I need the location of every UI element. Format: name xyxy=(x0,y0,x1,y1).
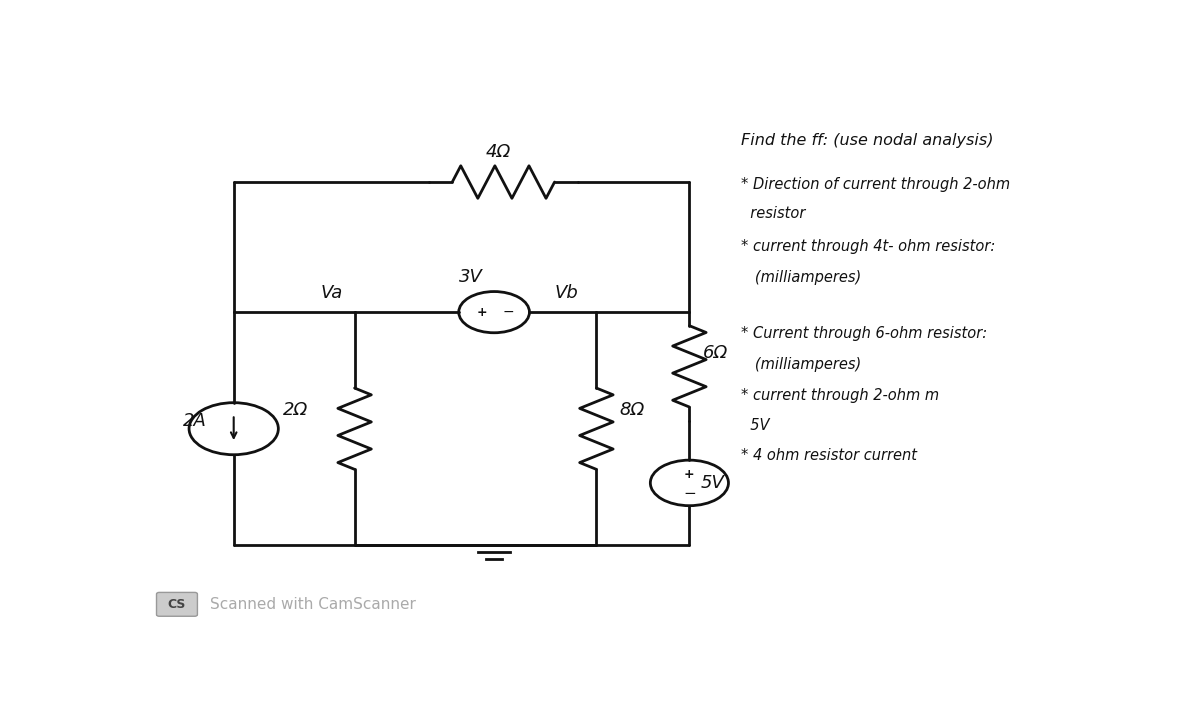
Text: −: − xyxy=(503,305,514,319)
Text: Va: Va xyxy=(320,284,342,302)
Text: 5V: 5V xyxy=(701,474,725,492)
Text: +: + xyxy=(684,467,695,481)
Text: * current through 2-ohm m: * current through 2-ohm m xyxy=(740,388,938,403)
Text: 6Ω: 6Ω xyxy=(703,344,728,362)
Text: Vb: Vb xyxy=(554,284,578,302)
Text: 2Ω: 2Ω xyxy=(283,401,308,419)
Text: Scanned with CamScanner: Scanned with CamScanner xyxy=(210,597,416,612)
FancyBboxPatch shape xyxy=(156,592,198,616)
Text: resistor: resistor xyxy=(740,206,805,222)
Text: 2A: 2A xyxy=(182,412,206,429)
Text: * Direction of current through 2-ohm: * Direction of current through 2-ohm xyxy=(740,177,1009,191)
Text: 8Ω: 8Ω xyxy=(619,401,644,419)
Text: * 4 ohm resistor current: * 4 ohm resistor current xyxy=(740,448,917,463)
Text: 5V: 5V xyxy=(740,418,769,433)
Text: Find the ff: (use nodal analysis): Find the ff: (use nodal analysis) xyxy=(740,133,994,149)
Text: * Current through 6-ohm resistor:: * Current through 6-ohm resistor: xyxy=(740,326,986,341)
Text: 3V: 3V xyxy=(458,268,482,286)
Text: (milliamperes): (milliamperes) xyxy=(740,357,860,372)
Text: CS: CS xyxy=(168,598,186,611)
Text: +: + xyxy=(476,306,487,319)
Text: (milliamperes): (milliamperes) xyxy=(740,270,860,285)
Text: * current through 4t- ohm resistor:: * current through 4t- ohm resistor: xyxy=(740,239,995,254)
Text: 4Ω: 4Ω xyxy=(486,143,511,161)
Text: −: − xyxy=(683,486,696,501)
